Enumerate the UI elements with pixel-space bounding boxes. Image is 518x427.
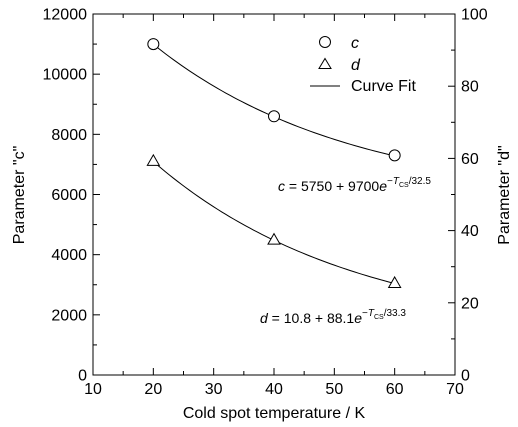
data-point-d [146,153,161,166]
annotation-c-equation: c = 5750 + 9700e−TCS/32.5 [278,176,431,194]
y-right-tick-label: 100 [461,7,488,24]
annotation-d-base: e [354,310,362,326]
annotation-c-exp-suffix: /32.5 [409,176,432,187]
data-point-c [147,38,160,51]
annotation-d-lhs: d [260,310,269,326]
y-left-tick-label: 4000 [51,247,87,264]
x-tick-label: 70 [446,381,464,398]
annotation-c-lhs: c [278,178,285,194]
y-axis-right-label: Parameter "d" [496,145,513,244]
annotation-d-exp-prefix: − [362,308,368,319]
x-tick-label: 10 [84,381,102,398]
data-point-c [268,110,280,123]
y-left-tick-label: 6000 [51,187,87,204]
y-right-tick-label: 60 [461,151,479,168]
annotation-c-exp-prefix: − [387,176,393,187]
annotation-d-equation: d = 10.8 + 88.1e−TCS/33.3 [260,308,406,326]
x-axis-label: Cold spot temperature / K [183,405,366,422]
x-tick-label: 20 [144,381,162,398]
annotation-d-exp-sub: CS [374,314,384,321]
y-left-tick-label: 2000 [51,307,87,324]
marker-layer [146,38,402,288]
x-tick-label: 40 [265,381,283,398]
y-axis-left-label: Parameter "c" [11,146,28,245]
x-tick-label: 60 [386,381,404,398]
y-right-tick-label: 20 [461,295,479,312]
x-tick-label: 30 [205,381,223,398]
plot-frame [92,13,456,376]
legend: c d Curve Fit [310,35,416,95]
legend-d-label: d [351,57,361,74]
annotation-c-mid: = 5750 + 9700 [285,178,379,194]
y-left-tick-label: 0 [78,368,87,385]
annotation-c-exp-sub: CS [399,182,409,189]
y-left-tick-label: 8000 [51,127,87,144]
y-left-tick-label: 10000 [43,67,88,84]
ticks-layer: 10 20 30 40 50 60 7002000400060008000100001200… [43,7,488,399]
annotation-d-exp-var: T [368,308,375,319]
data-point-c [388,149,401,162]
legend-c-label: c [351,35,359,52]
data-point-d [267,232,281,245]
y-right-tick-label: 40 [461,223,479,240]
data-point-d [387,275,402,288]
annotation-d-exp-suffix: /33.3 [384,308,407,319]
y-right-tick-label: 0 [461,368,470,385]
legend-fit-label: Curve Fit [351,78,416,95]
y-right-tick-label: 80 [461,79,479,96]
annotation-c-exp-var: T [393,176,400,187]
y-left-tick-label: 12000 [43,7,88,24]
legend-d-marker [318,57,332,69]
x-tick-label: 50 [325,381,343,398]
annotation-d-mid: = 10.8 + 88.1 [268,310,355,326]
annotation-c-base: e [379,178,387,194]
legend-c-marker [319,36,331,48]
